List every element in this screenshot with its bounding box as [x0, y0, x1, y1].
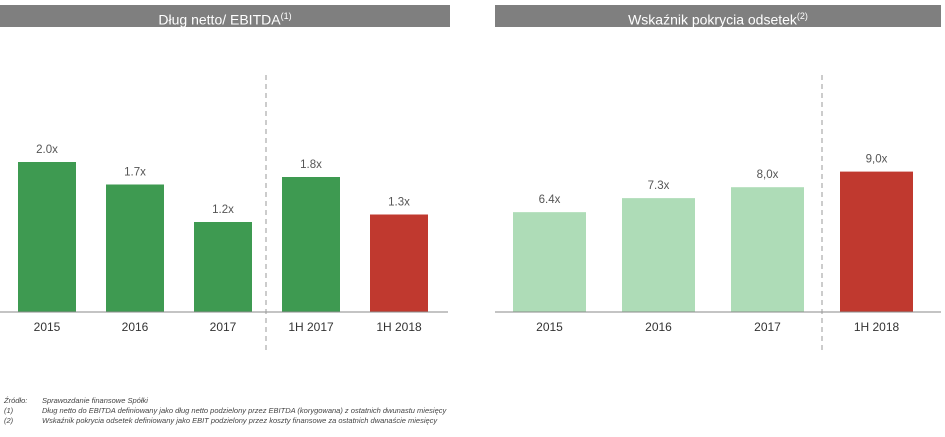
bar-1h-2017 [282, 177, 340, 312]
chart1-title: Dług netto/ EBITDA(1) [0, 5, 450, 28]
chart1-title-footnote-ref: (1) [280, 11, 292, 21]
data-label: 1.3x [388, 197, 410, 209]
data-label: 9,0x [866, 154, 888, 166]
data-label: 2.0x [36, 144, 58, 156]
bar-1h-2018 [370, 214, 428, 312]
category-label: 1H 2018 [376, 320, 422, 334]
bar-2017 [194, 222, 252, 312]
chart2-title: Wskaźnik pokrycia odsetek(2) [495, 5, 941, 28]
bar-2015 [513, 212, 586, 312]
category-label: 2017 [210, 320, 237, 334]
category-label: 2016 [122, 320, 149, 334]
category-label: 2015 [536, 320, 563, 334]
data-label: 7.3x [648, 180, 670, 192]
data-label: 1.7x [124, 167, 146, 179]
net-debt-ebitda-chart: 2.0x 2015 1.7x 2016 1.2x 2017 1.8x 1H 2017 1.3x 1… [0, 75, 448, 350]
category-label: 1H 2018 [854, 320, 900, 334]
footnote-2: (2) Wskaźnik pokrycia odsetek definiowan… [4, 416, 438, 425]
data-label: 6.4x [539, 194, 561, 206]
category-label: 2016 [645, 320, 672, 334]
bar-2017 [731, 187, 804, 312]
category-label: 2015 [34, 320, 61, 334]
data-label: 8,0x [757, 169, 779, 181]
chart2-title-footnote-ref: (2) [796, 11, 808, 21]
bar-2016 [622, 198, 695, 312]
footnotes: Źródło: Sprawozdanie finansowe Spółki (1… [4, 396, 446, 426]
footnote-source: Źródło: Sprawozdanie finansowe Spółki [4, 396, 148, 405]
bar-1h-2018 [840, 171, 913, 312]
data-label: 1.2x [212, 204, 234, 216]
bar-2015 [18, 162, 76, 312]
category-label: 1H 2017 [288, 320, 334, 334]
footnote-1: (1) Dług netto do EBITDA definiowany jak… [4, 406, 447, 415]
bar-2016 [106, 184, 164, 312]
data-label: 1.8x [300, 159, 322, 171]
category-label: 2017 [754, 320, 781, 334]
interest-coverage-chart: 6.4x 2015 7.3x 2016 8,0x 2017 9,0x 1H 2018 [495, 75, 941, 350]
